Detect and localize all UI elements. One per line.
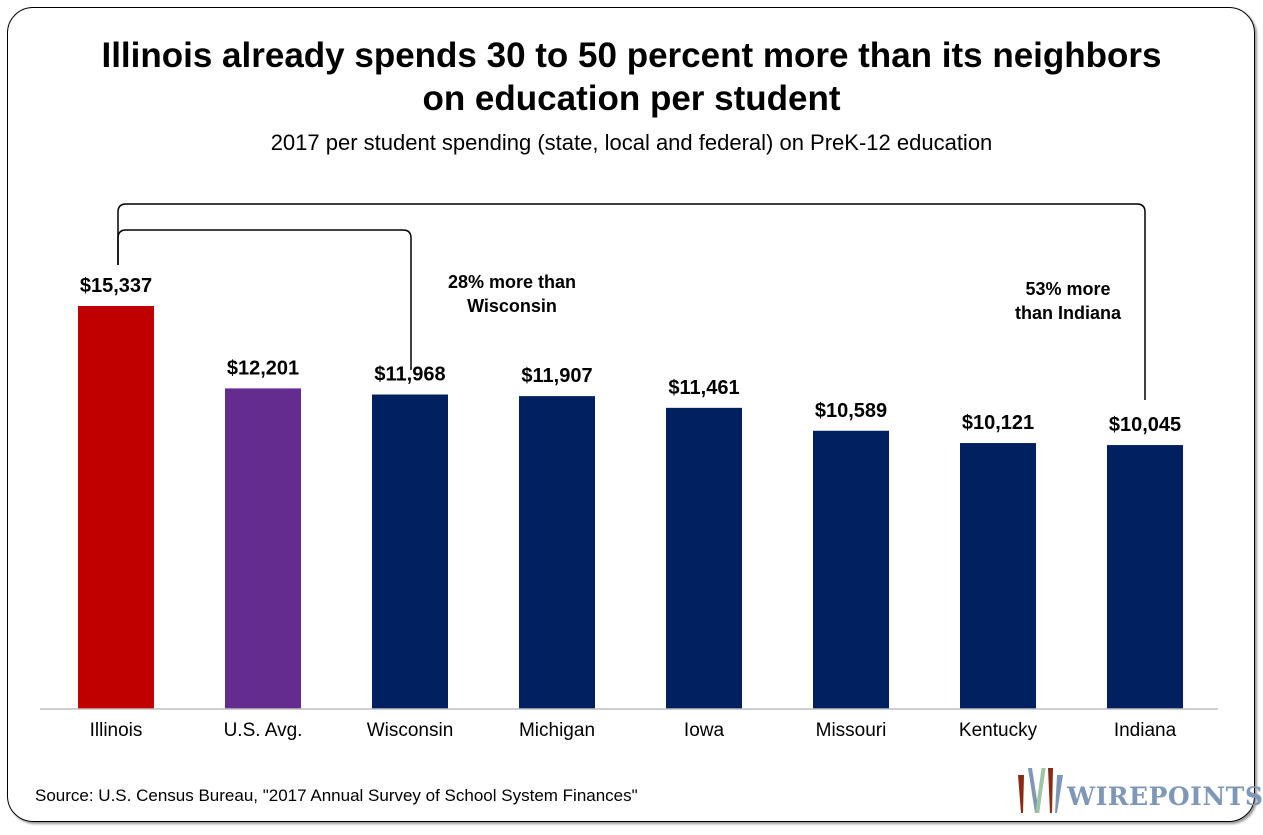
data-label: $10,589 bbox=[815, 400, 887, 422]
annotation-text: 28% more than bbox=[448, 272, 576, 292]
x-tick-label: Wisconsin bbox=[367, 720, 454, 741]
data-label: $10,045 bbox=[1109, 414, 1181, 436]
x-tick-label: Indiana bbox=[1114, 720, 1177, 741]
chart-frame bbox=[7, 7, 1255, 822]
x-tick-label: U.S. Avg. bbox=[224, 720, 303, 741]
x-tick-label: Illinois bbox=[90, 720, 143, 741]
data-label: $10,121 bbox=[962, 412, 1034, 434]
chart-subtitle: 2017 per student spending (state, local … bbox=[270, 130, 993, 155]
wirepoints-logo: WIREPOINTS bbox=[1015, 765, 1263, 815]
annotation-text: Wisconsin bbox=[467, 296, 557, 316]
bar-kentucky bbox=[960, 443, 1036, 709]
annotation-text: than Indiana bbox=[1015, 303, 1122, 323]
bar-illinois bbox=[78, 306, 154, 709]
logo-mark-icon bbox=[1018, 768, 1063, 813]
bar-iowa bbox=[666, 407, 742, 709]
annotation-text: 53% more bbox=[1025, 279, 1110, 299]
x-tick-label: Iowa bbox=[684, 720, 725, 741]
bracket-indiana bbox=[117, 203, 1146, 400]
data-label: $15,337 bbox=[80, 275, 152, 297]
bar-indiana bbox=[1107, 445, 1183, 709]
data-label: $12,201 bbox=[227, 357, 299, 379]
x-tick-label: Michigan bbox=[519, 720, 595, 741]
bar-u-s-avg- bbox=[225, 388, 301, 709]
chart-title: Illinois already spends 30 to 50 percent… bbox=[0, 34, 1263, 120]
data-label: $11,968 bbox=[374, 364, 445, 386]
bar-wisconsin bbox=[372, 394, 448, 709]
bracket-wisconsin bbox=[117, 229, 412, 370]
logo-text: WIREPOINTS bbox=[1067, 782, 1263, 811]
source-note: Source: U.S. Census Bureau, "2017 Annual… bbox=[35, 786, 638, 805]
data-label: $11,461 bbox=[668, 377, 739, 399]
bar-michigan bbox=[519, 396, 595, 709]
bar-missouri bbox=[813, 430, 889, 709]
x-tick-label: Missouri bbox=[816, 720, 887, 741]
chart-title-text: Illinois already spends 30 to 50 percent… bbox=[101, 36, 1162, 118]
x-tick-label: Kentucky bbox=[959, 720, 1038, 741]
data-label: $11,907 bbox=[521, 365, 592, 387]
